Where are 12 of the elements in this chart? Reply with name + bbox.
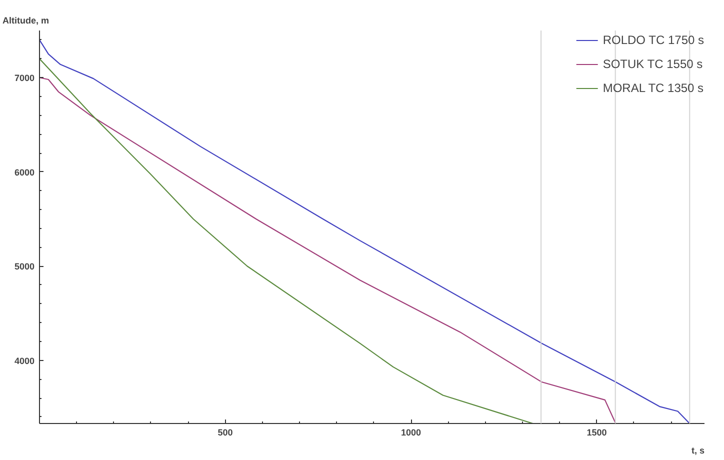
y-tick-label: 5000 <box>14 262 35 272</box>
x-tick-label: 1500 <box>586 428 607 438</box>
y-axis-title: Altitude, m <box>2 16 49 26</box>
y-tick-label: 6000 <box>14 167 35 178</box>
legend-label: MORAL TC 1350 s <box>602 81 704 95</box>
x-tick-label: 500 <box>218 428 233 438</box>
y-tick-label: 4000 <box>14 356 35 366</box>
legend-label: ROLDO TC 1750 s <box>602 33 704 47</box>
x-tick-label: 1000 <box>401 428 422 438</box>
y-tick-label: 7000 <box>14 73 35 84</box>
x-axis-title: t, s <box>691 446 705 456</box>
legend-label: SOTUK TC 1550 s <box>602 57 703 71</box>
